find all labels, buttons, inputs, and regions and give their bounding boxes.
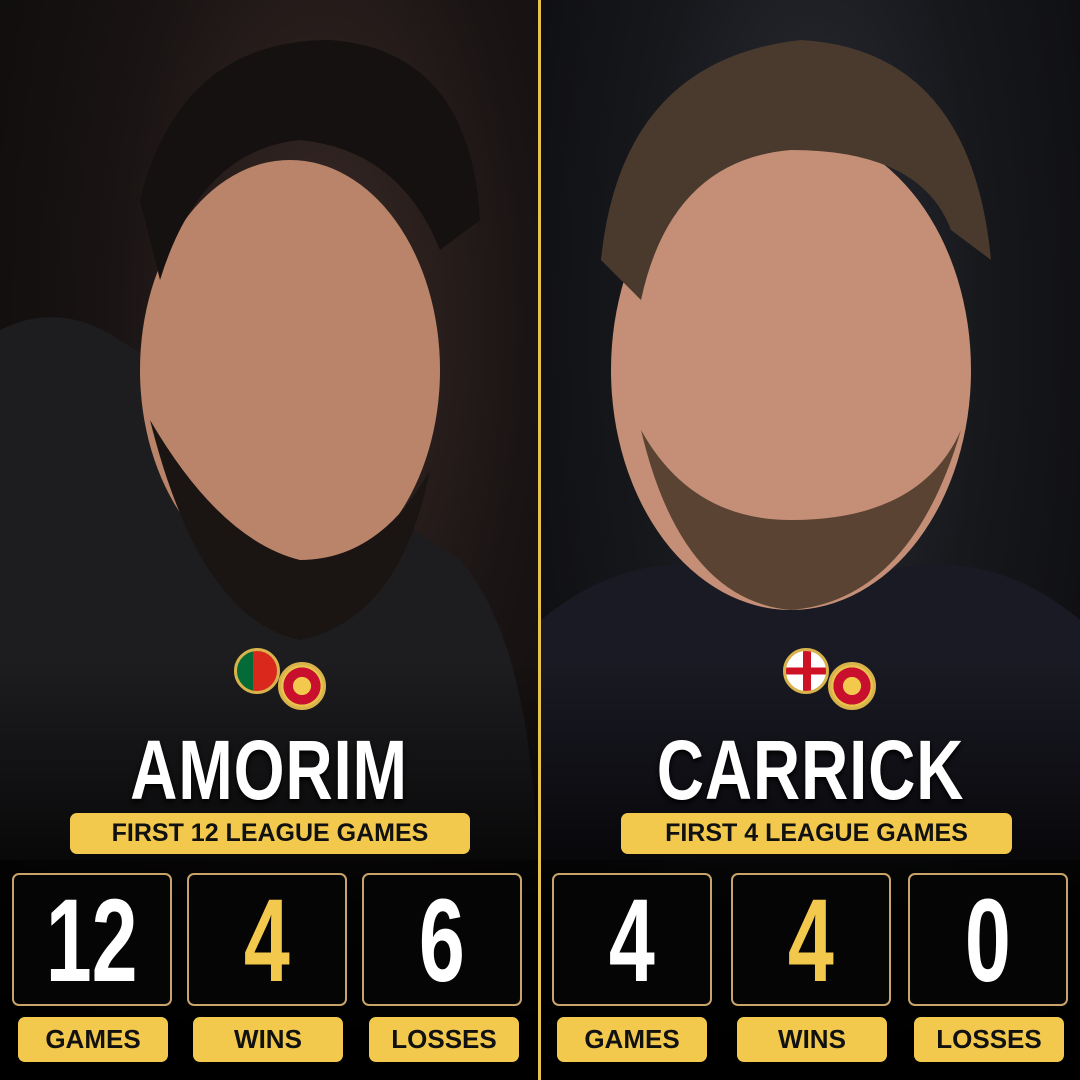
divider	[538, 0, 541, 1080]
carrick-panel: CARRICK FIRST 4 LEAGUE GAMES 4 4 0 GAMES…	[541, 0, 1080, 1080]
games-value-box: 4	[552, 873, 712, 1007]
losses-label: LOSSES	[369, 1017, 519, 1062]
games-label: GAMES	[557, 1017, 707, 1062]
wins-value-box: 4	[187, 873, 347, 1007]
manchester-united-crest-icon	[828, 662, 876, 710]
subtitle-pill: FIRST 4 LEAGUE GAMES	[621, 813, 1012, 854]
portugal-flag-icon	[234, 648, 280, 694]
games-label: GAMES	[18, 1017, 168, 1062]
bottom-shade	[0, 660, 538, 1080]
losses-label: LOSSES	[914, 1017, 1064, 1062]
manchester-united-crest-icon	[278, 662, 326, 710]
amorim-panel: AMORIM FIRST 12 LEAGUE GAMES 12 4 6 GAME…	[0, 0, 538, 1080]
manager-name: AMORIM	[130, 723, 408, 817]
losses-value-box: 0	[908, 873, 1068, 1007]
wins-label: WINS	[193, 1017, 343, 1062]
bottom-shade	[541, 660, 1080, 1080]
england-flag-icon	[783, 648, 829, 694]
wins-label: WINS	[737, 1017, 887, 1062]
games-value-box: 12	[12, 873, 172, 1007]
losses-value-box: 6	[362, 873, 522, 1007]
wins-value-box: 4	[731, 873, 891, 1007]
subtitle-pill: FIRST 12 LEAGUE GAMES	[70, 813, 470, 854]
manager-name: CARRICK	[656, 723, 965, 817]
